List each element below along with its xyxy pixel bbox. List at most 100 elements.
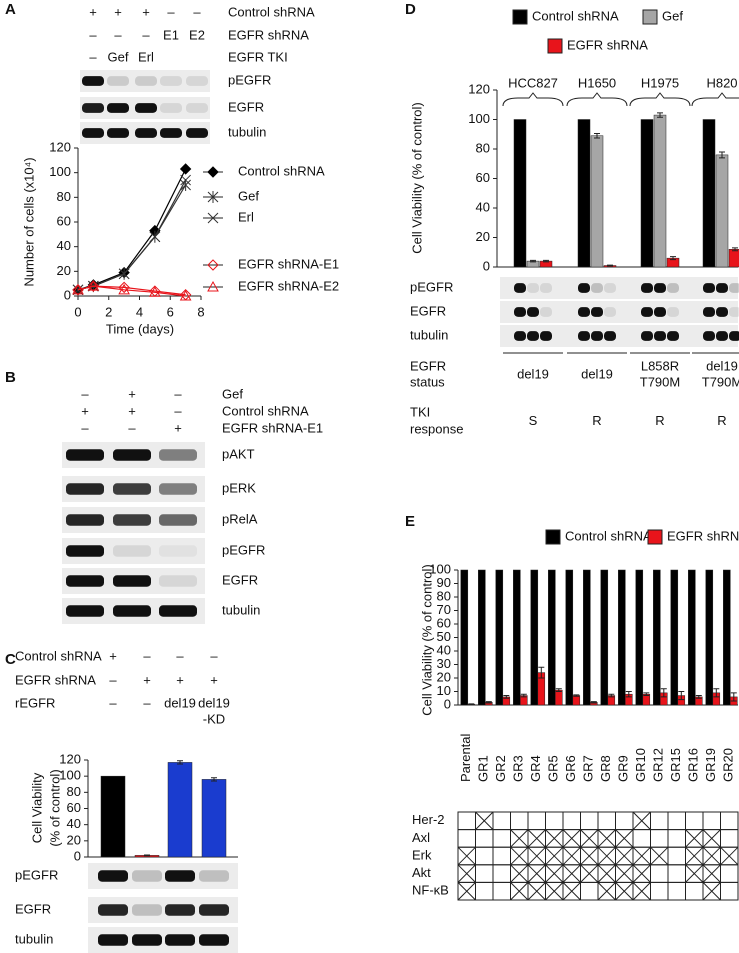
blot-band bbox=[527, 331, 539, 341]
table-mark bbox=[545, 846, 564, 866]
y-tick-label: 80 bbox=[476, 140, 490, 155]
blot-band bbox=[107, 103, 129, 113]
blot-band bbox=[113, 483, 151, 495]
blot-band bbox=[165, 870, 195, 882]
y-tick-label: 0 bbox=[74, 848, 81, 863]
blot-strip bbox=[500, 301, 738, 323]
table-mark bbox=[580, 829, 599, 848]
brace bbox=[566, 92, 628, 107]
y-tick-label: 40 bbox=[67, 816, 81, 831]
status-cell: del19 bbox=[517, 366, 549, 381]
series-line bbox=[77, 179, 187, 291]
blot-label: EGFR bbox=[410, 303, 446, 318]
condition-cell: -KD bbox=[203, 711, 225, 726]
table-cell bbox=[527, 811, 546, 831]
condition-label: EGFR TKI bbox=[228, 49, 288, 64]
bar bbox=[618, 569, 626, 706]
bar bbox=[635, 569, 644, 706]
data-point bbox=[118, 268, 130, 280]
condition-label: Control shRNA bbox=[228, 4, 315, 19]
bar bbox=[530, 569, 539, 706]
table-cell bbox=[475, 846, 494, 866]
bar bbox=[460, 569, 469, 706]
x-tick-label: 2 bbox=[105, 304, 112, 319]
table-cell bbox=[650, 864, 669, 883]
table-mark bbox=[632, 811, 651, 830]
x-tick-label: 0 bbox=[74, 304, 81, 319]
y-tick-label: 0 bbox=[64, 287, 71, 302]
bar bbox=[478, 569, 486, 706]
blot-band bbox=[716, 307, 728, 317]
condition-label: Gef bbox=[222, 386, 243, 401]
bar bbox=[590, 135, 604, 268]
panel-label: D bbox=[405, 1, 416, 18]
condition-label: EGFR shRNA-E1 bbox=[222, 420, 323, 435]
condition-cell: – bbox=[89, 49, 97, 64]
blot-band bbox=[199, 870, 229, 882]
blot-band bbox=[578, 331, 590, 341]
bar bbox=[100, 775, 126, 858]
table-mark bbox=[580, 864, 599, 883]
data-point bbox=[118, 281, 130, 294]
legend-swatch bbox=[547, 38, 563, 54]
y-tick-label: 0 bbox=[483, 258, 490, 273]
brace bbox=[502, 92, 564, 107]
table-mark bbox=[510, 882, 529, 901]
table-mark bbox=[527, 882, 546, 901]
y-tick-label: 50 bbox=[437, 629, 451, 644]
blot-band bbox=[135, 128, 157, 138]
data-point bbox=[72, 284, 84, 296]
status-cell: R bbox=[592, 413, 601, 428]
legend-swatch bbox=[647, 529, 663, 545]
table-cell bbox=[492, 811, 511, 831]
condition-cell: + bbox=[210, 672, 218, 687]
table-cell bbox=[667, 829, 686, 848]
bar bbox=[688, 569, 696, 706]
bar bbox=[728, 249, 739, 268]
brace bbox=[691, 92, 739, 107]
status-cell: S bbox=[529, 413, 538, 428]
condition-cell: – bbox=[114, 27, 122, 42]
blot-band bbox=[113, 545, 151, 557]
legend-label: Erl bbox=[238, 209, 254, 224]
x-tick-label: 4 bbox=[136, 304, 143, 319]
condition-cell: – bbox=[193, 4, 201, 19]
bar bbox=[167, 762, 193, 858]
legend-label: Control shRNA bbox=[238, 163, 325, 178]
y-tick-label: 80 bbox=[67, 784, 81, 799]
data-point bbox=[87, 280, 100, 291]
blot-band bbox=[641, 331, 653, 341]
blot-band bbox=[654, 283, 666, 293]
table-mark bbox=[615, 882, 634, 901]
bar bbox=[653, 114, 667, 268]
table-mark bbox=[562, 864, 581, 883]
table-mark bbox=[615, 864, 634, 883]
blot-band bbox=[160, 76, 182, 86]
legend-label: EGFR shRNA bbox=[667, 528, 739, 543]
legend-marker bbox=[207, 166, 219, 178]
data-point bbox=[87, 280, 100, 292]
table-mark bbox=[685, 846, 704, 866]
legend-marker bbox=[207, 259, 219, 271]
y-axis-label: Number of cells (x10⁴) bbox=[21, 157, 36, 286]
error-bar bbox=[555, 688, 562, 692]
blot-band bbox=[159, 605, 197, 617]
error-bar bbox=[657, 112, 663, 118]
status-cell: R bbox=[717, 413, 726, 428]
bar bbox=[723, 569, 731, 706]
blot-label: tubulin bbox=[15, 931, 53, 946]
legend-marker bbox=[207, 212, 219, 224]
condition-label: EGFR shRNA bbox=[228, 27, 309, 42]
category-label: GR19 bbox=[703, 748, 718, 782]
condition-cell: + bbox=[128, 386, 136, 401]
y-tick-label: 40 bbox=[476, 199, 490, 214]
table-cell bbox=[650, 829, 669, 848]
condition-cell: del19 bbox=[198, 695, 230, 710]
data-point bbox=[118, 283, 130, 295]
blot-band bbox=[160, 103, 182, 113]
condition-cell: + bbox=[142, 4, 150, 19]
condition-cell: + bbox=[89, 4, 97, 19]
y-tick-label: 120 bbox=[468, 81, 490, 96]
